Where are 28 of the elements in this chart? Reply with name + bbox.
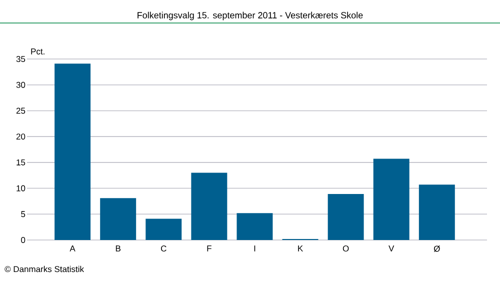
x-tick-label: I	[254, 246, 256, 252]
text: © Danmarks Statistik	[4, 266, 84, 272]
y-tick-label: 20	[16, 134, 26, 140]
x-tick-label: B	[116, 246, 120, 252]
y-tick-label: 30	[16, 82, 26, 88]
y-tick-label: 0	[21, 237, 26, 244]
bar	[418, 184, 455, 240]
chart-title: Folketingsvalg 15. september 2011 - Vesterkærets Skole	[138, 12, 363, 20]
x-tick-label: V	[388, 246, 394, 252]
bar	[146, 218, 182, 240]
y-axis-title: Pct.	[31, 48, 44, 54]
bar	[100, 198, 136, 240]
y-tick-label: 15	[16, 159, 26, 166]
y-tick-label: 35	[16, 56, 26, 62]
x-tick-label: F	[207, 246, 212, 252]
x-tick-label: Ø	[434, 246, 440, 252]
y-tick-label: 5	[21, 211, 26, 218]
x-tick-label: C	[161, 246, 166, 252]
x-tick-label: K	[298, 246, 304, 252]
x-tick-label: O	[342, 246, 349, 252]
bar	[54, 64, 91, 240]
bar	[328, 194, 364, 240]
bar	[236, 213, 273, 240]
y-tick-label: 25	[16, 108, 26, 114]
y-tick-label: 10	[16, 185, 26, 192]
bar	[191, 172, 228, 240]
bar	[373, 158, 410, 240]
x-tick-label: A	[70, 246, 76, 252]
